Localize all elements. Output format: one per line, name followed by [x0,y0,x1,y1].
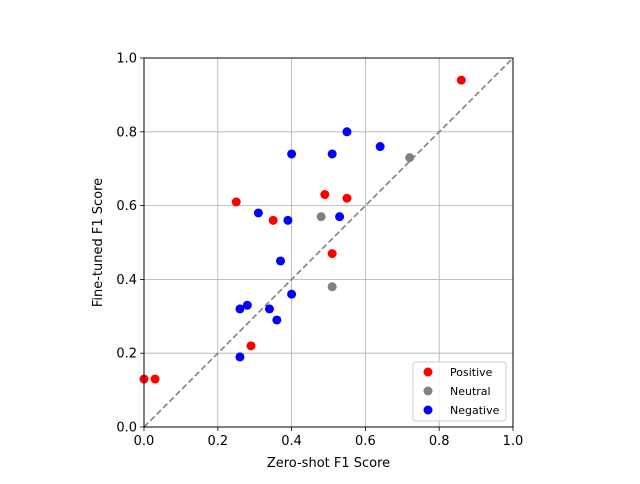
x-tick-label-4: 0.8 [429,434,450,449]
point-neutral-0 [316,212,326,222]
reference-line [143,57,514,428]
point-negative-0 [235,304,245,314]
x-tick-label-0: 0.0 [134,434,155,449]
x-tick-label-1: 0.2 [207,434,228,449]
point-positive-6 [327,249,337,259]
legend-box [412,361,507,422]
reference-line-group [143,57,514,428]
y-tick-label-3: 0.6 [116,199,137,214]
point-negative-11 [335,212,345,222]
point-negative-12 [342,127,352,137]
y-tick-label-2: 0.4 [116,273,137,288]
x-tick-label-3: 0.6 [355,434,376,449]
point-negative-5 [272,315,282,325]
point-positive-4 [268,215,278,225]
point-negative-2 [242,300,252,310]
point-negative-8 [287,149,297,159]
point-negative-13 [375,142,385,152]
legend-marker-positive [423,367,433,377]
plot-frame [143,57,514,428]
point-positive-3 [246,341,256,351]
x-tick-label-2: 0.4 [281,434,302,449]
legend: Positive Neutral Negative [412,361,507,422]
y-tick-label-5: 1.0 [116,52,137,67]
legend-label-positive: Positive [450,366,493,379]
y-tick-label-1: 0.2 [116,347,137,362]
point-negative-9 [287,289,297,299]
point-neutral-1 [327,282,337,292]
legend-marker-neutral [423,386,433,396]
y-tick-label-4: 0.8 [116,125,137,140]
point-neutral-2 [405,153,415,163]
x-axis-label: Zero-shot F1 Score [267,456,390,471]
point-positive-1 [150,374,160,384]
point-negative-6 [276,256,286,266]
axis-ticks: 0.0 0.2 0.4 0.6 0.8 1.0 0.0 0.2 0.4 0.6 0.8 1.0 [116,52,523,450]
legend-label-negative: Negative [450,404,500,417]
point-negative-1 [235,352,245,362]
point-negative-10 [327,149,337,159]
x-tick-label-5: 1.0 [503,434,524,449]
point-positive-8 [456,75,466,85]
legend-label-neutral: Neutral [450,385,491,398]
point-negative-3 [253,208,263,218]
point-negative-4 [264,304,274,314]
point-positive-5 [320,190,330,200]
point-positive-2 [231,197,241,207]
legend-marker-negative [423,405,433,415]
y-tick-label-0: 0.0 [116,421,137,436]
y-axis-label: Fine-tuned F1 Score [91,178,106,307]
data-points [139,75,466,384]
point-negative-7 [283,215,293,225]
point-positive-7 [342,193,352,203]
